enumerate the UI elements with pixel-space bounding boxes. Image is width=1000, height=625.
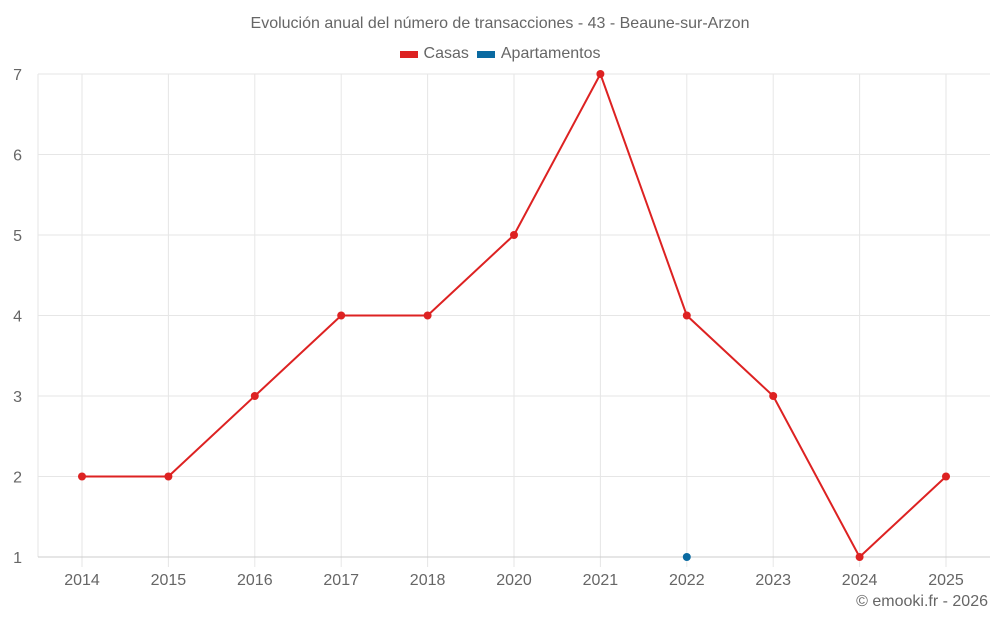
y-tick-label: 5: [13, 228, 22, 245]
data-point-casas[interactable]: [423, 311, 432, 320]
legend-item-apartamentos[interactable]: Apartamentos: [476, 45, 601, 63]
data-point-casas[interactable]: [769, 392, 778, 400]
legend-item-casas[interactable]: Casas: [399, 45, 469, 63]
series-group: [78, 70, 950, 561]
legend-swatch-casas: [399, 50, 418, 58]
data-point-casas[interactable]: [855, 553, 864, 561]
y-tick-label: 6: [13, 148, 22, 165]
y-axis: 1 2 3 4 5 6 7: [13, 67, 22, 567]
x-axis: 2014 2015 2016 2017 2018 2020 2021 2022 2023 2024…: [64, 572, 964, 589]
data-point-apartamentos[interactable]: [682, 553, 691, 561]
data-point-casas[interactable]: [510, 231, 518, 239]
x-tick-label: 2018: [410, 572, 446, 589]
legend-label-apartamentos: Apartamentos: [500, 45, 601, 62]
x-tick-label: 2015: [151, 572, 187, 589]
data-point-casas[interactable]: [250, 392, 259, 400]
x-tick-label: 2025: [928, 572, 964, 589]
grid-lines: [37, 73, 990, 567]
data-point-casas[interactable]: [78, 472, 86, 481]
data-point-casas[interactable]: [337, 311, 346, 320]
data-point-casas[interactable]: [682, 311, 691, 320]
legend: Casas Apartamentos: [0, 45, 1000, 63]
x-tick-label: 2022: [669, 572, 705, 589]
legend-label-casas: Casas: [423, 45, 469, 62]
x-tick-label: 2021: [583, 572, 619, 589]
legend-swatch-apartamentos: [476, 50, 495, 58]
x-tick-label: 2014: [64, 572, 100, 589]
data-point-casas[interactable]: [596, 70, 605, 78]
data-point-casas[interactable]: [164, 472, 173, 481]
chart-title: Evolución anual del número de transaccio…: [250, 15, 750, 32]
y-tick-label: 1: [13, 550, 22, 567]
x-tick-label: 2016: [237, 572, 273, 589]
y-tick-label: 4: [13, 309, 22, 326]
x-tick-label: 2017: [323, 572, 359, 589]
y-tick-label: 3: [13, 389, 22, 406]
y-tick-label: 7: [13, 67, 22, 84]
credit-text: © emooki.fr - 2026: [856, 593, 988, 610]
data-point-casas[interactable]: [942, 472, 950, 481]
x-tick-label: 2024: [842, 572, 878, 589]
y-tick-label: 2: [13, 470, 22, 487]
x-tick-label: 2020: [496, 572, 532, 589]
x-tick-label: 2023: [755, 572, 791, 589]
